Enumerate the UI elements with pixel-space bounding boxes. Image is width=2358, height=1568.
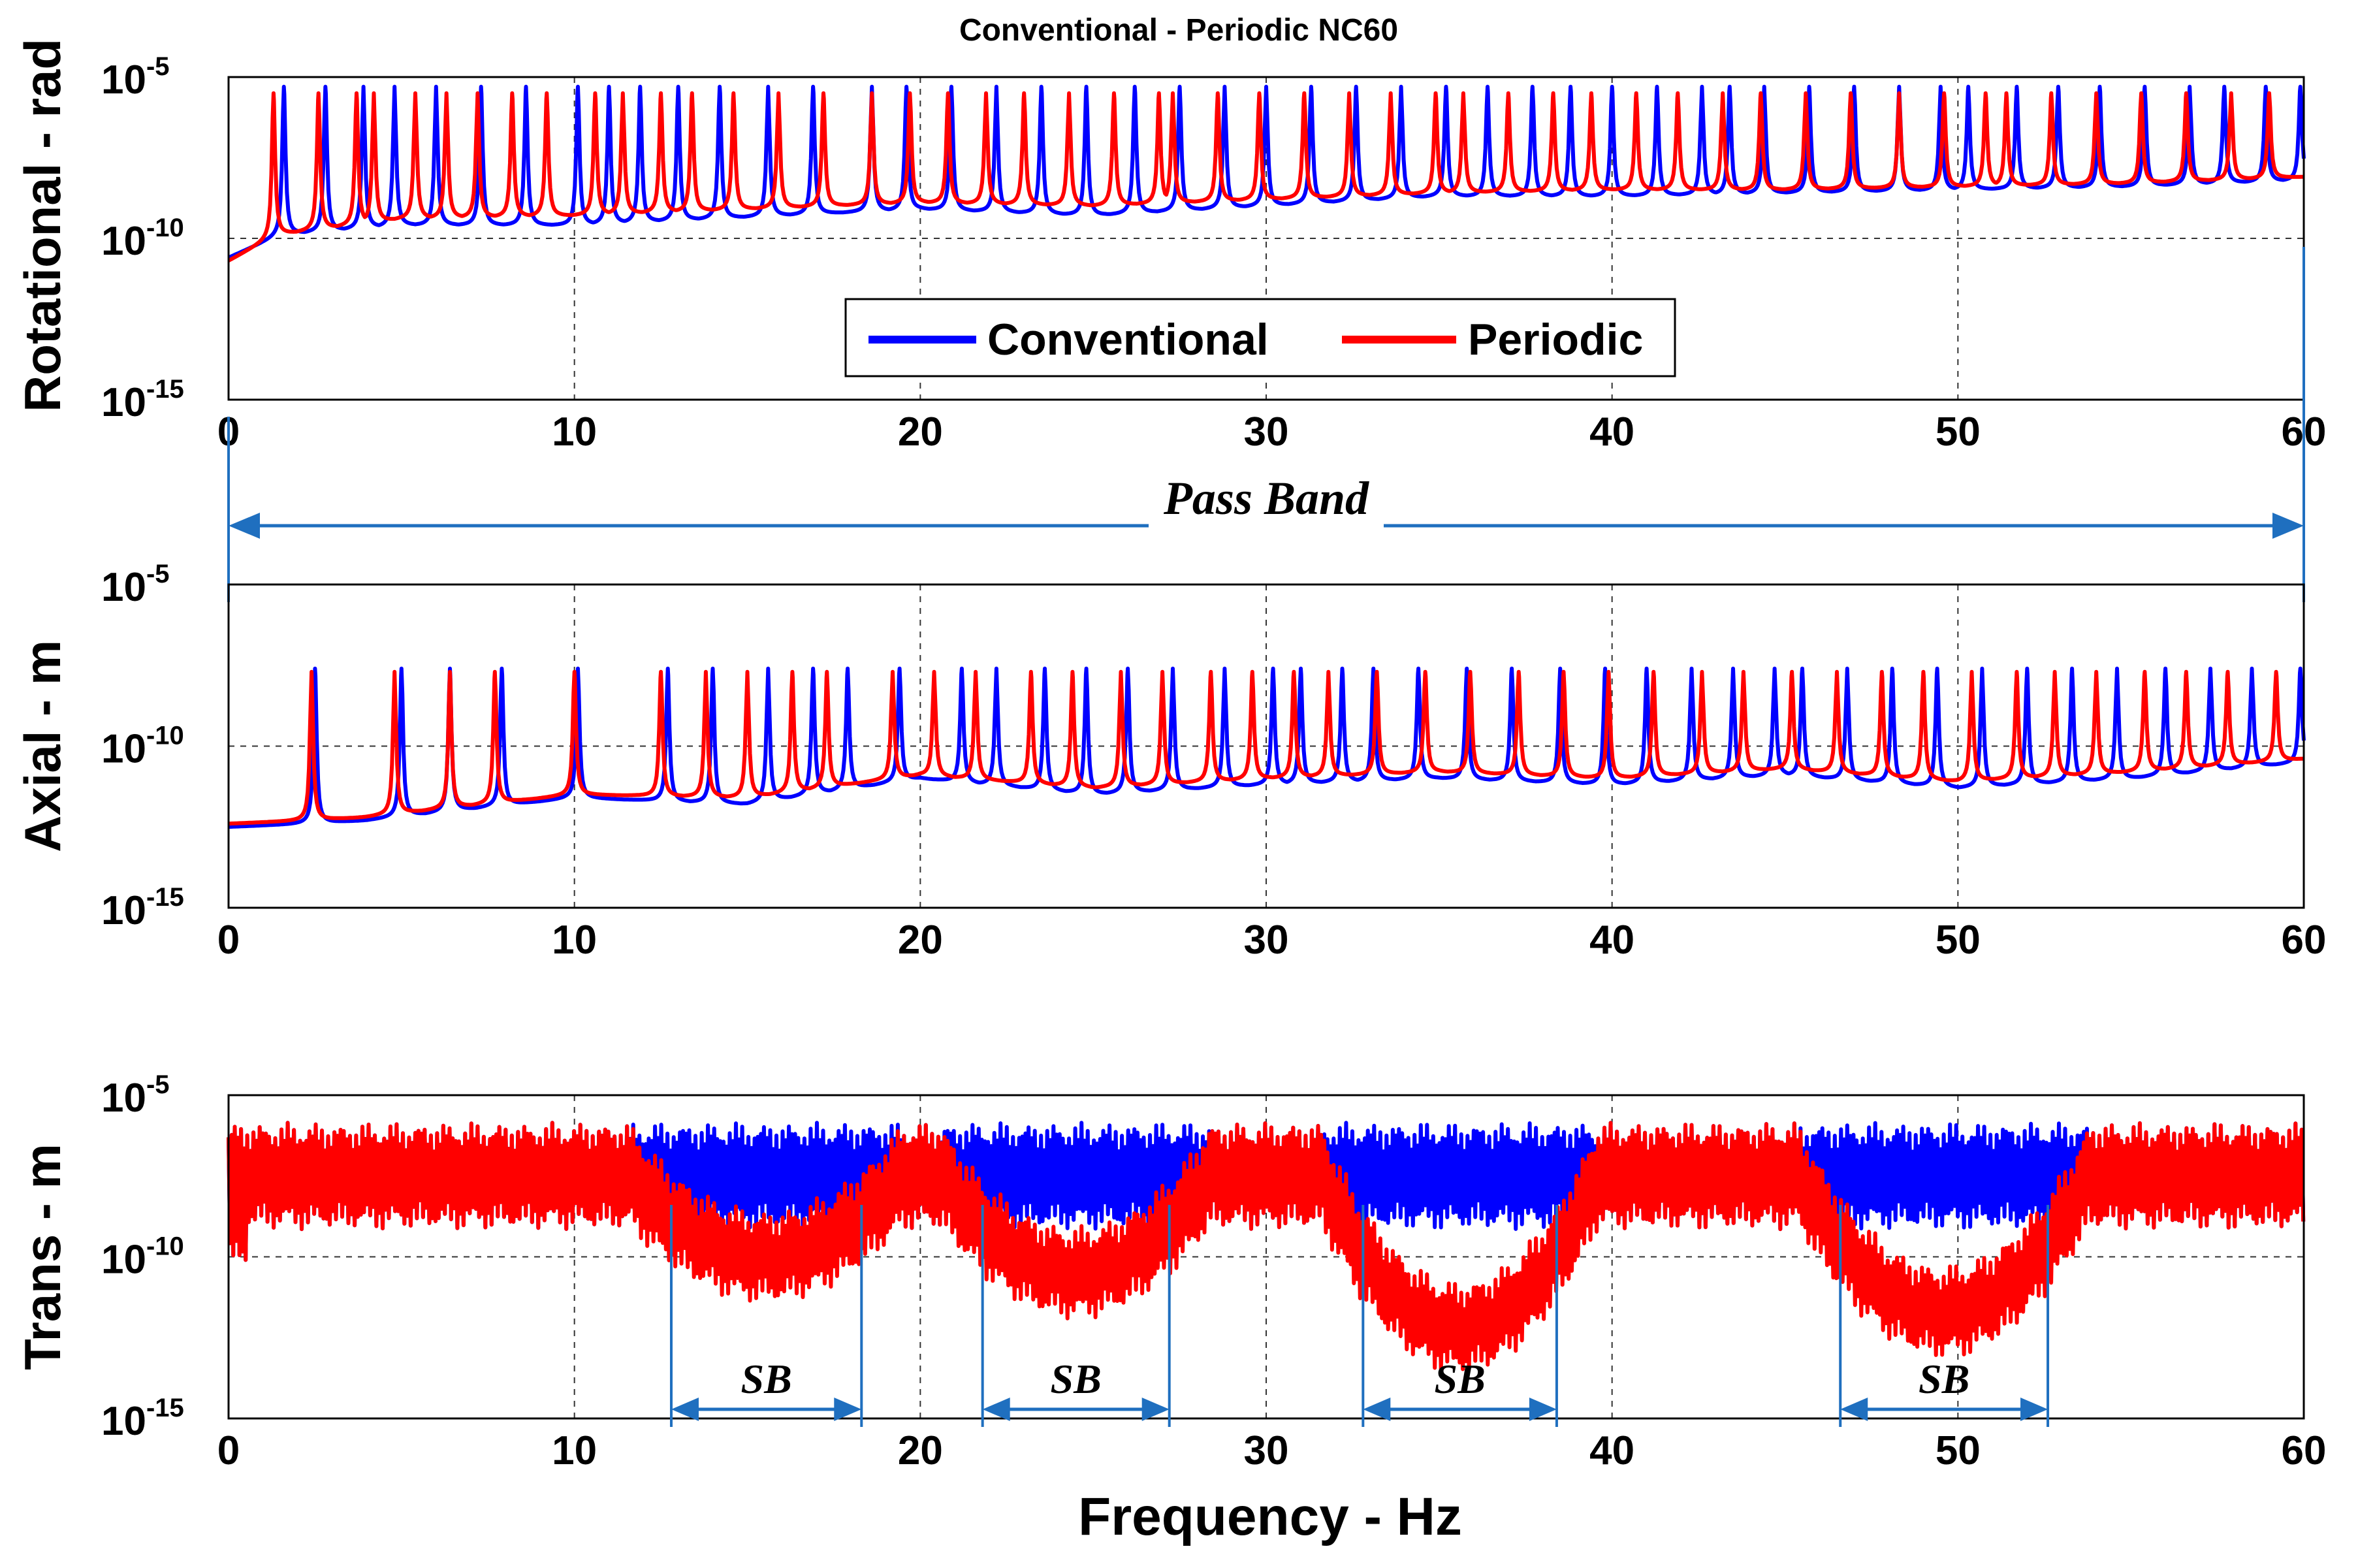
x-tick-label: 40 [1589,918,1634,963]
y-tick-label: 10-10 [101,1232,184,1283]
stop-band-arrowhead [982,1398,1010,1421]
stop-band-label: SB [1434,1356,1485,1402]
plot-frame [227,76,2305,401]
stop-band-arrowhead [1363,1398,1391,1421]
series-line-periodic-trans [227,1121,2306,1373]
pass-band-arrowhead [229,513,260,539]
x-tick-label: 20 [898,918,943,963]
stop-band-label: SB [1051,1356,1102,1402]
stop-band-arrowhead [2020,1398,2048,1421]
x-tick-label: 60 [2282,918,2327,963]
x-tick-label: 30 [1244,918,1289,963]
panel-axial: 0 10 20 30 40 50 60 10-5 10-10 10-15 Axial - m [14,560,2326,963]
stop-band-arrowhead [1141,1398,1170,1421]
pass-band-label: Pass Band [1163,472,1369,524]
y-axis-label-axial: Axial - m [14,640,71,852]
legend-box [844,298,1676,377]
y-tick-label: 10-15 [101,883,184,933]
stop-band-arrowhead [1529,1398,1557,1421]
x-axis-label: Frequency - Hz [1078,1487,1462,1546]
x-tick-label: 10 [552,1428,597,1473]
stop-band-arrowhead [671,1398,699,1421]
pass-band-label-bg [1149,485,1384,531]
legend-label-periodic: Periodic [1468,315,1643,364]
series-line-periodic-rotational [227,91,2304,263]
y-tick-label: 10-5 [101,52,170,103]
x-tick-label: 10 [552,409,597,455]
stop-band-label: SB [1919,1356,1969,1402]
figure-title: Conventional - Periodic NC60 [959,13,1398,48]
x-tick-label: 20 [898,1428,943,1473]
stop-band-label: SB [741,1356,791,1402]
x-tick-label: 20 [898,409,943,455]
pass-band-arrowhead [2272,513,2304,539]
legend: Conventional Periodic [844,298,1676,377]
plot-frame [227,1094,2305,1420]
y-tick-label: 10-5 [101,560,170,610]
x-tick-label: 40 [1589,409,1634,455]
x-tick-label: 10 [552,918,597,963]
series-line-periodic-axial [228,669,2304,826]
plot-frame [227,583,2305,909]
y-tick-label: 10-10 [101,214,184,264]
x-tick-label: 40 [1589,1428,1634,1473]
panel-trans: 0 10 20 30 40 50 60 10-5 10-10 10-15 Trans - m SB SB… [14,1070,2326,1473]
legend-label-conventional: Conventional [987,315,1269,364]
x-tick-label: 50 [1936,1428,1981,1473]
y-tick-label: 10-15 [101,1394,184,1444]
stop-band-arrowhead [1840,1398,1868,1421]
x-tick-label: 30 [1244,409,1289,455]
stop-band-arrowhead [834,1398,862,1421]
x-tick-label: 50 [1936,409,1981,455]
y-tick-label: 10-5 [101,1070,170,1121]
y-tick-label: 10-10 [101,722,184,772]
x-tick-label: 50 [1936,918,1981,963]
x-tick-label: 30 [1244,1428,1289,1473]
x-tick-label: 0 [217,918,240,963]
y-axis-label-rotational: Rotational - rad [14,39,71,412]
x-tick-label: 60 [2282,1428,2327,1473]
x-tick-label: 0 [217,1428,240,1473]
y-axis-label-trans: Trans - m [14,1144,71,1370]
y-tick-label: 10-15 [101,375,184,425]
